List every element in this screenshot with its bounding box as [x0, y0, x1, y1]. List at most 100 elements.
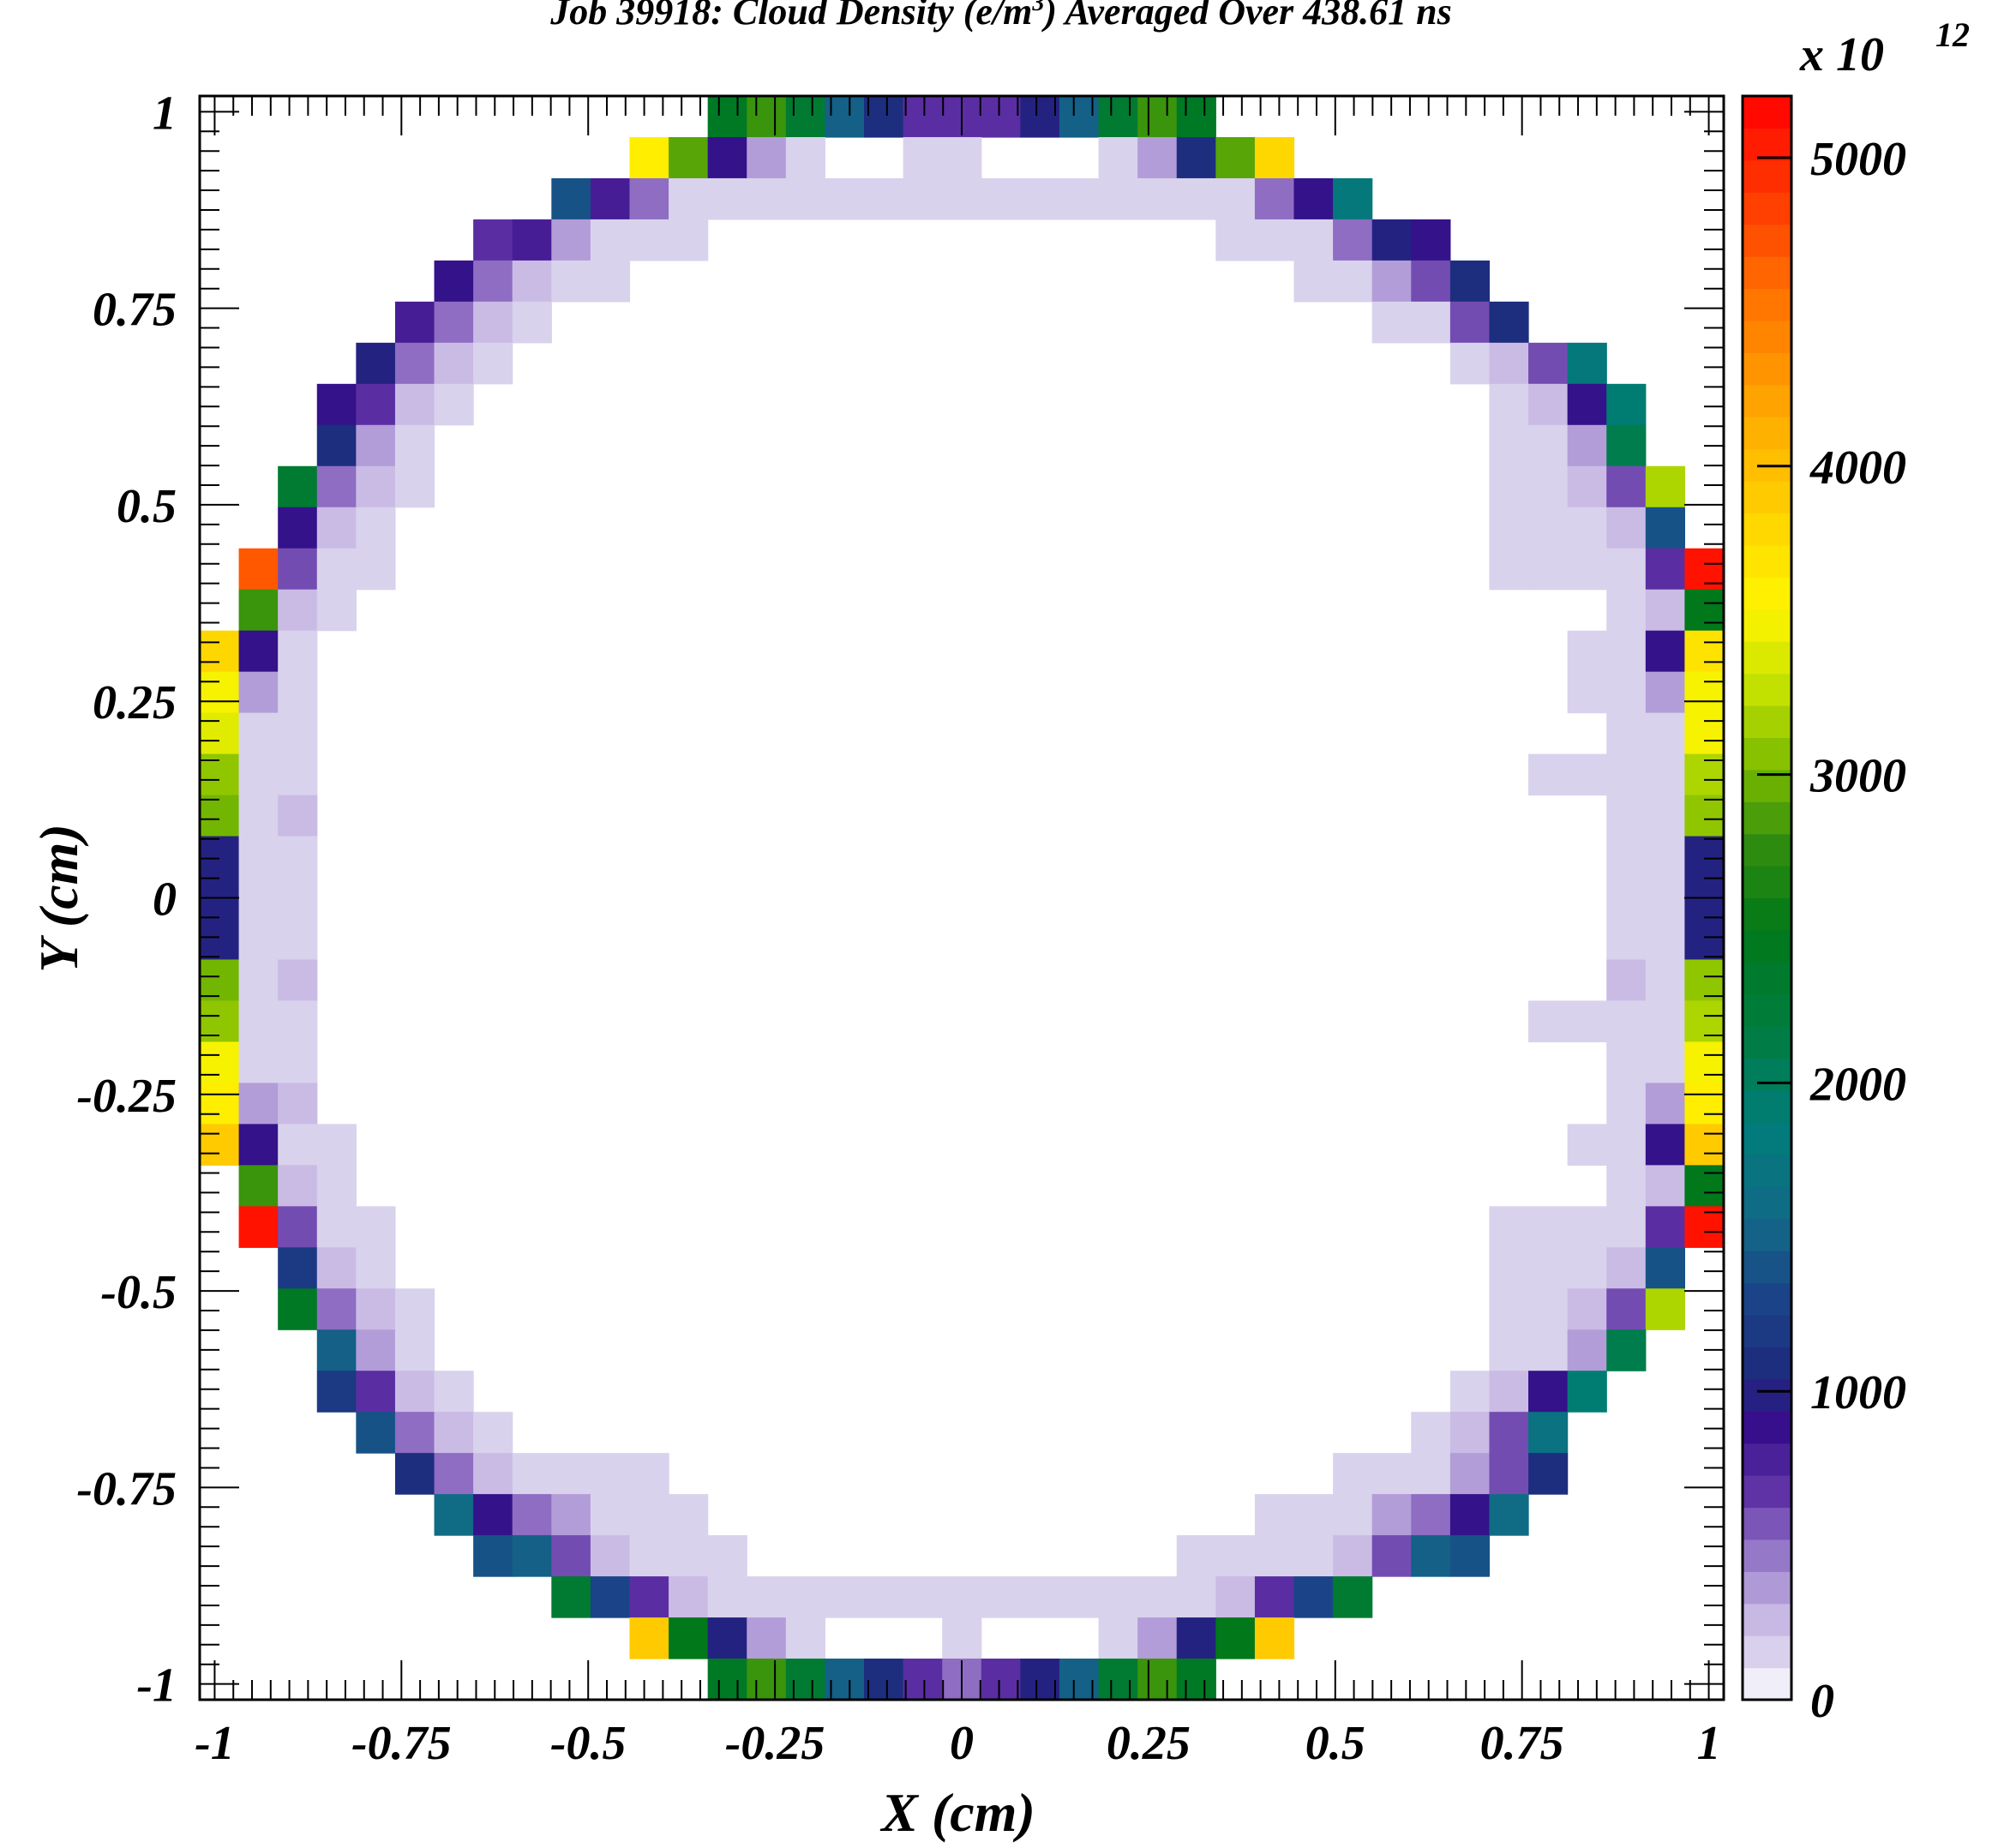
- heatmap-cell: [1528, 1329, 1569, 1371]
- heatmap-cell: [1449, 1371, 1491, 1413]
- heatmap-cell: [1684, 1083, 1725, 1125]
- heatmap-cell: [473, 1453, 513, 1495]
- heatmap-cell: [1449, 1494, 1491, 1536]
- heatmap-cell: [1528, 424, 1569, 467]
- heatmap-cell: [1528, 1288, 1569, 1330]
- colorbar-swatch: [1743, 1090, 1791, 1124]
- heatmap-cell: [1606, 630, 1647, 673]
- heatmap-cell: [1645, 959, 1686, 1002]
- colorbar-swatch: [1743, 929, 1791, 963]
- heatmap-cell: [1059, 177, 1100, 220]
- colorbar-swatch: [1743, 513, 1791, 546]
- heatmap-cell: [1645, 918, 1686, 961]
- heatmap-cell: [551, 260, 591, 303]
- heatmap-cell: [238, 753, 279, 796]
- colorbar-swatch: [1743, 544, 1791, 578]
- heatmap-cell: [707, 177, 747, 220]
- heatmap-cell: [1411, 1494, 1451, 1536]
- heatmap-cell: [1684, 671, 1725, 714]
- colorbar-exponent-base: x 10: [1799, 28, 1884, 81]
- heatmap-cell: [1449, 301, 1491, 344]
- x-tick-label: -0.25: [725, 1717, 825, 1770]
- heatmap-cell: [1684, 1165, 1725, 1207]
- heatmap-cell: [1254, 136, 1295, 179]
- heatmap-cell: [1098, 96, 1138, 138]
- heatmap-cell: [356, 383, 396, 426]
- y-tick-label: 0.5: [117, 480, 177, 533]
- colorbar-swatch: [1743, 1218, 1791, 1251]
- heatmap-cell: [1645, 712, 1686, 755]
- heatmap-cell: [316, 1371, 357, 1413]
- heatmap-cell: [238, 877, 279, 920]
- heatmap-cell: [1293, 1576, 1334, 1618]
- heatmap-cell: [1528, 383, 1569, 426]
- heatmap-cell: [864, 177, 904, 220]
- heatmap-cell: [903, 1576, 943, 1618]
- heatmap-cell: [1645, 548, 1686, 591]
- heatmap-cell: [1606, 918, 1647, 961]
- colorbar-swatch: [1743, 993, 1791, 1027]
- heatmap-cell: [238, 548, 279, 591]
- heatmap-cell: [1528, 507, 1569, 549]
- heatmap-cell: [473, 301, 513, 344]
- heatmap-cell: [1645, 1247, 1686, 1289]
- heatmap-cell: [1098, 1659, 1138, 1701]
- axis-ticks: [200, 96, 1724, 1700]
- colorbar-swatch: [1743, 1154, 1791, 1187]
- heatmap-cell: [629, 1617, 669, 1659]
- heatmap-cell: [1606, 1083, 1647, 1125]
- heatmap-cell: [1606, 712, 1647, 755]
- heatmap-cell: [278, 1206, 318, 1248]
- heatmap-cell: [1567, 671, 1607, 714]
- colorbar-swatch: [1743, 320, 1791, 353]
- heatmap-cell: [785, 1576, 826, 1618]
- colorbar-swatch: [1743, 577, 1791, 610]
- heatmap-cell: [825, 1576, 865, 1618]
- heatmap-cell: [200, 630, 240, 673]
- colorbar-swatch: [1743, 1539, 1791, 1572]
- heatmap-cell: [785, 1617, 826, 1659]
- heatmap-cell: [590, 1494, 631, 1536]
- heatmap-cell: [1020, 96, 1060, 138]
- heatmap-cell: [551, 1494, 591, 1536]
- heatmap-cell: [864, 1659, 904, 1701]
- heatmap-cell: [1606, 1247, 1647, 1289]
- heatmap-cell: [669, 219, 709, 261]
- heatmap-cell: [1293, 1494, 1334, 1536]
- heatmap-cell: [1684, 918, 1725, 961]
- heatmap-cell: [1606, 589, 1647, 632]
- heatmap-cell: [278, 1083, 318, 1125]
- heatmap-cell: [903, 1659, 943, 1701]
- heatmap-cell: [278, 589, 318, 632]
- heatmap-cell: [629, 1535, 669, 1577]
- heatmap-cell: [669, 1494, 709, 1536]
- x-tick-label: 0: [950, 1717, 974, 1770]
- heatmap-cell: [1254, 1494, 1295, 1536]
- heatmap-cell: [512, 1535, 552, 1577]
- heatmap-cell: [356, 342, 396, 385]
- y-tick-label: 0.75: [93, 284, 177, 337]
- heatmap-cell: [669, 1576, 709, 1618]
- heatmap-cell: [981, 177, 1021, 220]
- heatmap-cell: [1567, 630, 1607, 673]
- heatmap-cell: [551, 177, 591, 220]
- heatmap-cell: [1176, 1617, 1216, 1659]
- heatmap-cell: [1528, 548, 1569, 591]
- heatmap-cell: [1293, 260, 1334, 303]
- y-tick-label: -0.5: [100, 1266, 177, 1319]
- heatmap-cell: [1606, 753, 1647, 796]
- heatmap-cell: [394, 465, 435, 508]
- heatmap-cell: [551, 1576, 591, 1618]
- heatmap-cell: [316, 1124, 357, 1166]
- heatmap-cell: [1684, 1124, 1725, 1166]
- colorbar-swatch: [1743, 1058, 1791, 1091]
- heatmap-cell: [629, 1576, 669, 1618]
- heatmap-cell: [512, 219, 552, 261]
- colorbar-swatch: [1743, 866, 1791, 899]
- heatmap-cell: [434, 1371, 474, 1413]
- heatmap-cell: [1333, 1453, 1373, 1495]
- colorbar-swatch: [1743, 1186, 1791, 1220]
- heatmap-cell: [864, 96, 904, 138]
- colorbar-swatch: [1743, 288, 1791, 321]
- heatmap-cell: [707, 136, 747, 179]
